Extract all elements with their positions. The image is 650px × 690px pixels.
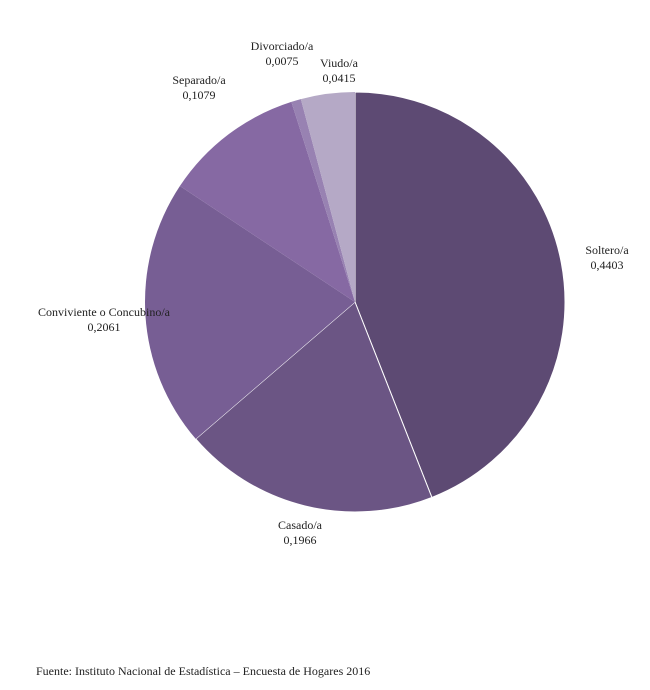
pie-slice-4 bbox=[291, 99, 355, 302]
pie-slice-0 bbox=[354, 91, 566, 499]
pie-slice-3 bbox=[179, 101, 355, 302]
pie-slice-1 bbox=[195, 301, 433, 513]
label-divorciado: Divorciado/a 0,0075 bbox=[250, 39, 314, 68]
label-separado: Separado/a 0,1079 bbox=[172, 73, 226, 102]
pie-slice-2 bbox=[145, 186, 355, 439]
pie-slice-5 bbox=[300, 92, 355, 302]
label-conviviente: Conviviente o Concubino/a 0,2061 bbox=[38, 305, 170, 334]
label-viudo: Viudo/a 0,0415 bbox=[320, 56, 358, 85]
label-casado: Casado/a 0,1966 bbox=[278, 518, 322, 547]
label-soltero: Soltero/a 0,4403 bbox=[585, 243, 629, 272]
source-note: Fuente: Instituto Nacional de Estadístic… bbox=[36, 664, 371, 678]
